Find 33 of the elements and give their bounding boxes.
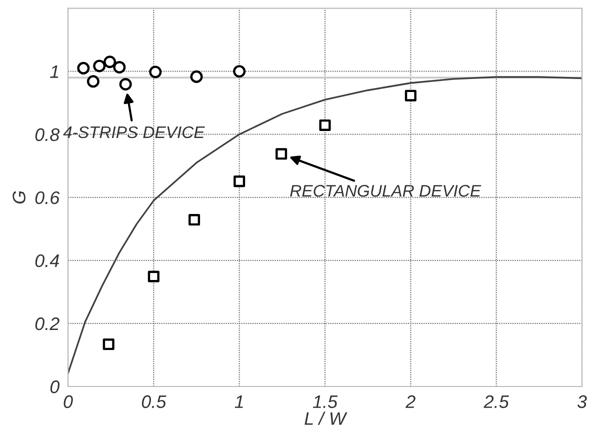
point: [404, 90, 416, 102]
x-tick-label: 2: [406, 395, 416, 408]
point: [276, 148, 288, 160]
point: [119, 78, 132, 91]
x-tick-label: 2.5: [484, 395, 509, 408]
x-tick-label: 1: [234, 395, 243, 408]
point: [319, 119, 331, 131]
y-tick-label: 0.4: [35, 254, 59, 268]
point: [149, 66, 162, 78]
point: [113, 60, 126, 74]
x-tick-label: 0.5: [142, 395, 166, 408]
y-tick-label: 0.2: [35, 317, 60, 330]
point: [148, 270, 160, 282]
annotation: RECTANGULAR DEVICE: [290, 184, 482, 197]
point: [188, 214, 200, 226]
x-tick-label: 0: [64, 395, 73, 408]
y-tick-label: 0: [50, 380, 60, 394]
point: [234, 176, 246, 188]
y-tick-label: 0.8: [35, 128, 60, 142]
point: [233, 65, 246, 78]
y-tick-label: 1: [50, 65, 58, 78]
annotation: 4-STRIPS DEVICE: [63, 126, 205, 138]
point: [93, 60, 106, 72]
x-tick-label: 3: [577, 395, 587, 408]
x-axis-title: L / W: [304, 412, 348, 425]
y-axis-title: G: [12, 191, 26, 204]
y-tick-label: 0.6: [35, 191, 60, 204]
point: [102, 338, 114, 350]
point: [190, 70, 203, 83]
point: [104, 56, 116, 68]
point: [77, 62, 90, 74]
x-tick-label: 1.5: [312, 395, 338, 408]
point: [86, 75, 100, 88]
